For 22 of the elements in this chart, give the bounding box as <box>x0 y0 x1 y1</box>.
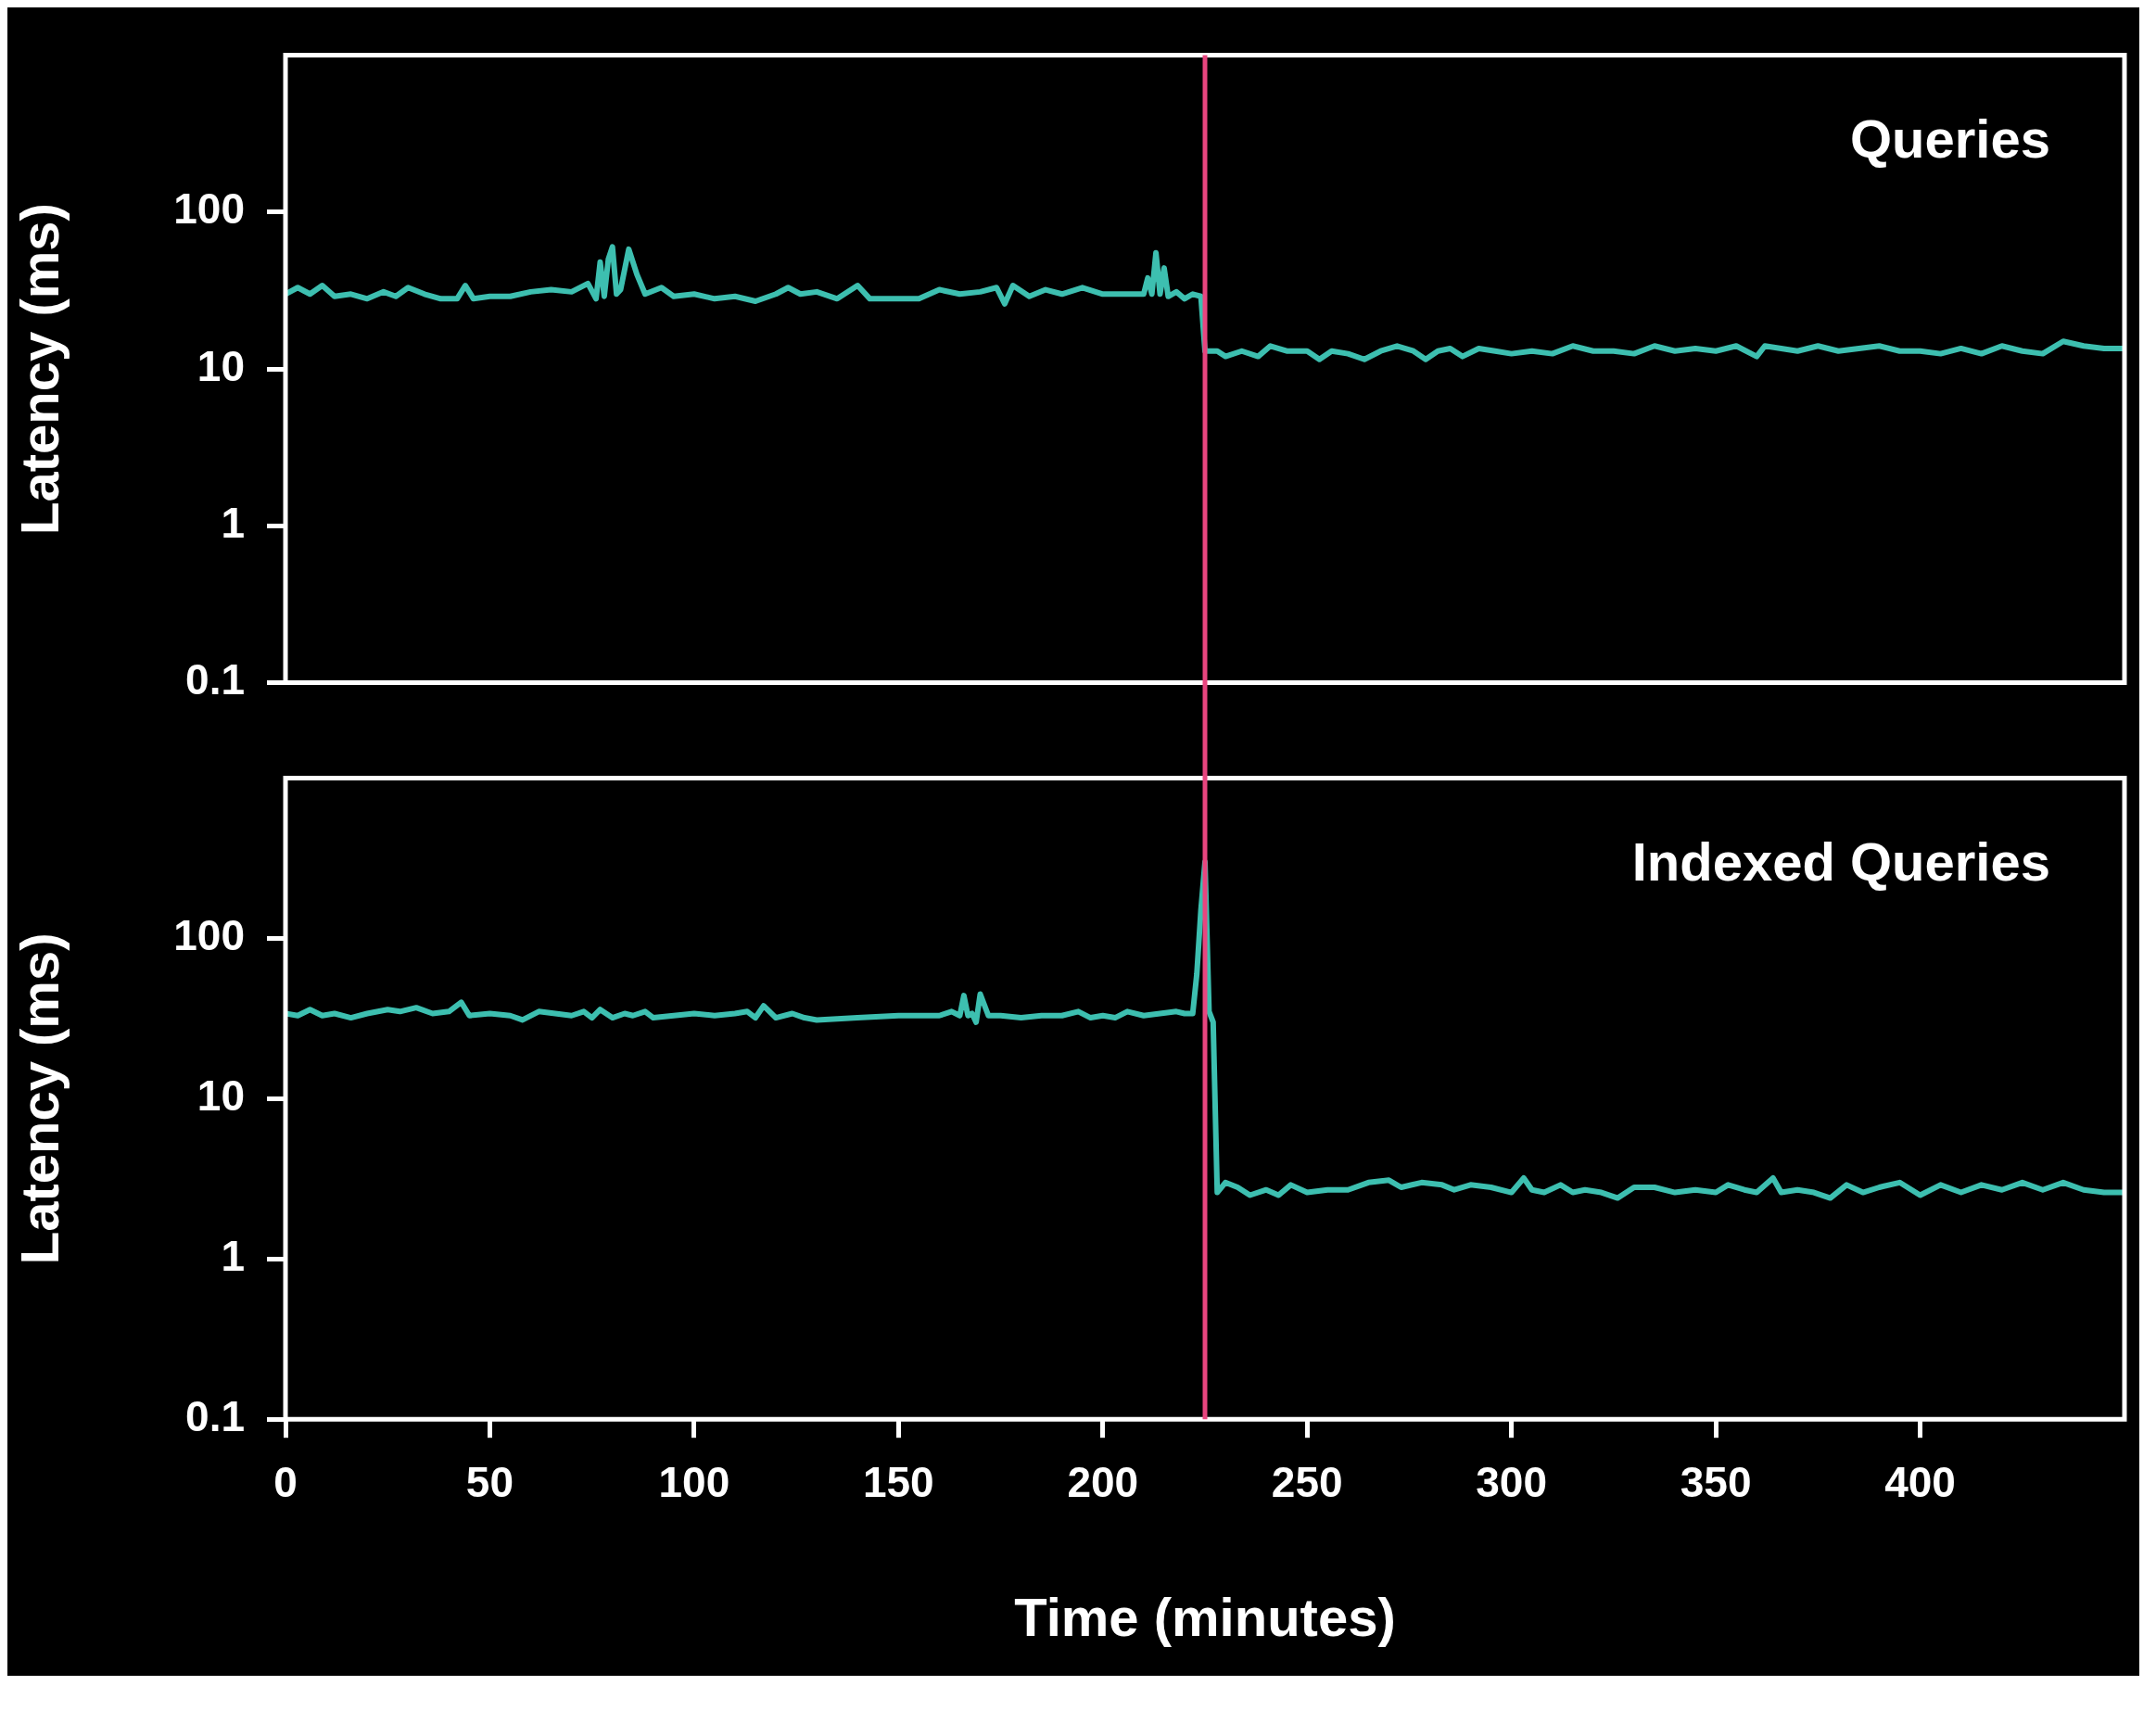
x-tick-label: 200 <box>1067 1458 1139 1507</box>
x-tick-label: 250 <box>1271 1458 1343 1507</box>
y-tick-label: 0.1 <box>185 655 245 704</box>
y-tick-label: 10 <box>197 1071 245 1121</box>
text: Queries <box>1850 108 2050 169</box>
y-tick-label: 100 <box>173 184 245 234</box>
y-tick-label: 10 <box>197 341 245 390</box>
x-tick-label: 400 <box>1884 1458 1956 1507</box>
x-axis-title: Time (minutes) <box>1014 1587 1396 1648</box>
x-tick-label: 100 <box>658 1458 730 1507</box>
x-tick-label: 50 <box>465 1458 514 1507</box>
y-axis-title: Latency (ms) <box>8 203 70 535</box>
y-tick-label: 100 <box>173 911 245 960</box>
y-tick-label: 1 <box>221 498 245 547</box>
x-tick-label: 350 <box>1680 1458 1752 1507</box>
x-tick-label: 0 <box>273 1458 298 1507</box>
y-tick-label: 0.1 <box>185 1391 245 1440</box>
x-tick-label: 300 <box>1476 1458 1548 1507</box>
y-axis-title: Latency (ms) <box>8 932 70 1265</box>
text: Indexed Queries <box>1631 830 2050 892</box>
x-tick-label: 150 <box>862 1458 934 1507</box>
y-tick-label: 1 <box>221 1231 245 1280</box>
